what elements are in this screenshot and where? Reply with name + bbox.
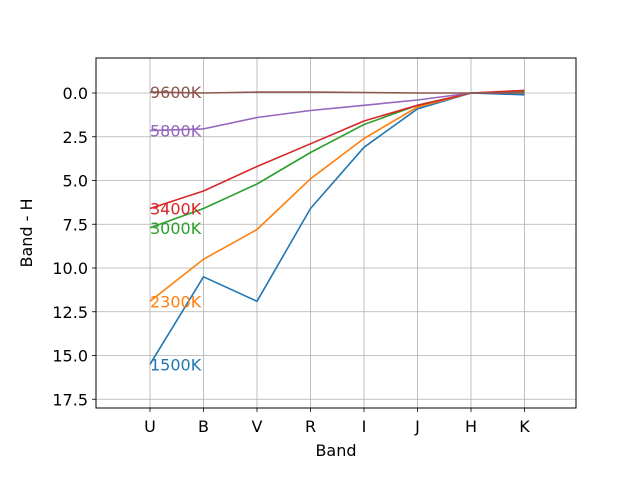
series-label-9600K: 9600K [150, 83, 202, 102]
series-label-3400K: 3400K [150, 200, 202, 219]
grid [96, 58, 576, 408]
x-tick-label: I [362, 417, 367, 436]
series-label-1500K: 1500K [150, 355, 202, 374]
series-label-5800K: 5800K [150, 122, 202, 141]
series-line-9600K [149, 91, 525, 94]
x-tick-label: U [144, 417, 156, 436]
series-line-1500K [149, 92, 525, 365]
y-tick-label: 5.0 [63, 172, 88, 191]
series-label-3000K: 3000K [150, 219, 202, 238]
y-tick-label: 15.0 [52, 347, 88, 366]
y-tick-label: 10.0 [52, 259, 88, 278]
series-line-5800K [149, 92, 525, 132]
x-axis-label: Band [315, 441, 356, 460]
y-tick-label: 12.5 [52, 303, 88, 322]
x-tick-label: R [305, 417, 316, 436]
series-line-3400K [149, 89, 525, 210]
y-axis-ticks: 0.0 2.5 5.0 7.5 10.0 12.5 15.0 17.5 [52, 84, 96, 409]
series-label-2300K: 2300K [150, 292, 202, 311]
x-tick-label: V [252, 417, 263, 436]
plot-frame [95, 57, 577, 409]
x-tick-label: B [198, 417, 209, 436]
x-tick-label: K [519, 417, 530, 436]
x-tick-label: H [465, 417, 477, 436]
series-line-2300K [149, 90, 525, 302]
series-lines [149, 89, 525, 365]
y-tick-label: 0.0 [63, 84, 88, 103]
y-tick-label: 2.5 [63, 128, 88, 147]
x-tick-label: J [414, 417, 420, 436]
y-axis-label: Band - H [17, 198, 36, 267]
y-tick-label: 17.5 [52, 390, 88, 409]
y-tick-label: 7.5 [63, 215, 88, 234]
